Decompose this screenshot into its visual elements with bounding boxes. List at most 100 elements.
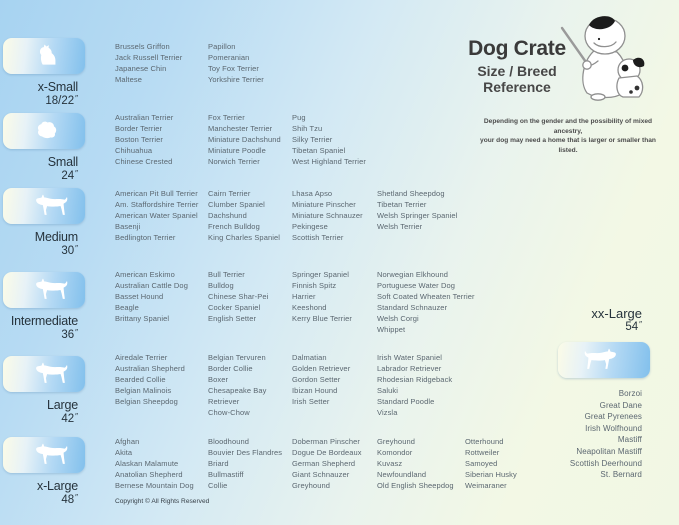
size-label: x-Large <box>37 479 78 493</box>
breed-name: Great Pyrenees <box>584 412 642 422</box>
breed-name: Belgian Sheepdog <box>115 397 178 406</box>
size-dimension-value: 36 <box>61 329 75 341</box>
breed-name: Ibizan Hound <box>292 386 338 395</box>
breed-name: Newfoundland <box>377 470 427 479</box>
breed-name: Standard Poodle <box>377 397 435 406</box>
breed-name: Silky Terrier <box>292 135 333 144</box>
breed-column: Irish Water Spaniel Labrador Retriever Rho… <box>377 352 452 418</box>
breed-name: Vizsla <box>377 408 398 417</box>
breed-name: Saluki <box>377 386 399 395</box>
breed-name: German Shepherd <box>292 459 356 468</box>
breed-name: Collie <box>208 481 228 490</box>
disclaimer-line-2: your dog may need a home that is larger … <box>480 137 656 154</box>
size-group-large: Large 42″ <box>0 356 88 425</box>
breed-column: American Pit Bull Terrier Am. Staffordshi… <box>115 188 199 243</box>
breed-name: Labrador Retriever <box>377 364 442 373</box>
breed-column: Springer Spaniel Finnish Spitz Harrier Kees… <box>292 269 352 324</box>
breed-name: Belgian Malinois <box>115 386 172 395</box>
breed-name: Cocker Spaniel <box>208 303 261 312</box>
size-dimension-unit: ″ <box>75 493 78 502</box>
xx-large-dimension: 54″ <box>625 320 642 333</box>
breed-name: Cairn Terrier <box>208 189 251 198</box>
breed-name: Welsh Springer Spaniel <box>377 211 458 220</box>
size-dimension: 30″ <box>0 244 78 257</box>
breed-name: Rhodesian Ridgeback <box>377 375 453 384</box>
breed-name: Maltese <box>115 75 142 84</box>
size-dimension: 42″ <box>0 412 78 425</box>
breed-name: Bullmastiff <box>208 470 244 479</box>
breed-name: St. Bernard <box>600 470 642 480</box>
breed-name: Otterhound <box>465 437 504 446</box>
great-dane-silhouette <box>584 348 616 369</box>
breed-name: Whippet <box>377 325 406 334</box>
breed-name: King Charles Spaniel <box>208 233 281 242</box>
breed-column: Airedale Terrier Australian Shepherd Beard… <box>115 352 185 407</box>
breed-column: Papillon Pomeranian Toy Fox Terrier Yorkshi… <box>208 41 264 85</box>
breed-column: Afghan Akita Alaskan Malamute Anatolian She… <box>115 436 194 491</box>
breed-name: Golden Retriever <box>292 364 351 373</box>
breed-name: Afghan <box>115 437 140 446</box>
intermediate-size-badge <box>3 272 85 308</box>
breed-name: Anatolian Shepherd <box>115 470 183 479</box>
breed-name: Bull Terrier <box>208 270 245 279</box>
breed-name: Basset Hound <box>115 292 164 301</box>
breed-name: Springer Spaniel <box>292 270 350 279</box>
breed-name: Tibetan Terrier <box>377 200 427 209</box>
size-group-x-small: x-Small 18/22″ <box>0 38 88 107</box>
breed-name: Chinese Shar-Pei <box>208 292 269 301</box>
breed-name: Greyhound <box>292 481 331 490</box>
breed-name: Gordon Setter <box>292 375 341 384</box>
breed-name: Scottish Terrier <box>292 233 344 242</box>
breed-name: Boxer <box>208 375 229 384</box>
breed-name: Old English Sheepdog <box>377 481 454 490</box>
breed-name: Rottweiler <box>465 448 500 457</box>
breed-name: West Highland Terrier <box>292 157 366 166</box>
size-label: Large <box>47 398 78 412</box>
breed-name: Tibetan Spaniel <box>292 146 346 155</box>
dog-cartoon-illustration <box>560 16 645 101</box>
breed-column: Cairn Terrier Clumber Spaniel Dachshund Fre… <box>208 188 280 243</box>
size-label: Small <box>47 155 78 169</box>
breed-column: Dalmatian Golden Retriever Gordon Setter Ib… <box>292 352 350 407</box>
breed-name: Samoyed <box>465 459 498 468</box>
breed-name: Giant Schnauzer <box>292 470 350 479</box>
size-dimension-unit: ″ <box>75 94 78 103</box>
xx-large-size-badge <box>558 342 650 378</box>
breed-name: Brussels Griffon <box>115 42 170 51</box>
breed-name: Bloodhound <box>208 437 250 446</box>
breed-name: Bulldog <box>208 281 234 290</box>
breed-column: Shetland Sheepdog Tibetan Terrier Welsh Sp… <box>377 188 457 232</box>
breed-name: Great Dane <box>599 400 642 410</box>
breed-name: English Setter <box>208 314 257 323</box>
breed-name: Pomeranian <box>208 53 250 62</box>
size-dimension-value: 18/22 <box>45 95 75 107</box>
breed-name: Basenji <box>115 222 141 231</box>
breed-name: Greyhound <box>377 437 416 446</box>
breed-name: Miniature Poodle <box>208 146 266 155</box>
breed-name: Briard <box>208 459 229 468</box>
breed-name: Beagle <box>115 303 139 312</box>
breed-name: Kerry Blue Terrier <box>292 314 353 323</box>
size-dimension-value: 30 <box>61 245 75 257</box>
size-dimension-unit: ″ <box>75 412 78 421</box>
breed-name: Australian Cattle Dog <box>115 281 188 290</box>
breed-name: Komondor <box>377 448 413 457</box>
breed-name: Standard Schnauzer <box>377 303 448 312</box>
breed-column: Pug Shih Tzu Silky Terrier Tibetan Spaniel W… <box>292 112 366 167</box>
medium-size-badge <box>3 188 85 224</box>
size-dimension-unit: ″ <box>75 328 78 337</box>
retriever-silhouette <box>36 362 68 383</box>
page-title: Dog Crate <box>468 37 566 60</box>
spaniel-silhouette <box>36 278 68 299</box>
breed-name: Miniature Schnauzer <box>292 211 363 220</box>
breed-name: Harrier <box>292 292 316 301</box>
breed-name: Dachshund <box>208 211 247 220</box>
breed-name: Neapolitan Mastiff <box>576 446 642 456</box>
breed-name: Bernese Mountain Dog <box>115 481 194 490</box>
breed-name: Toy Fox Terrier <box>208 64 259 73</box>
breed-name: Norwegian Elkhound <box>377 270 449 279</box>
breed-name: Scottish Deerhound <box>569 458 642 468</box>
breed-name: Mastiff <box>617 435 642 445</box>
